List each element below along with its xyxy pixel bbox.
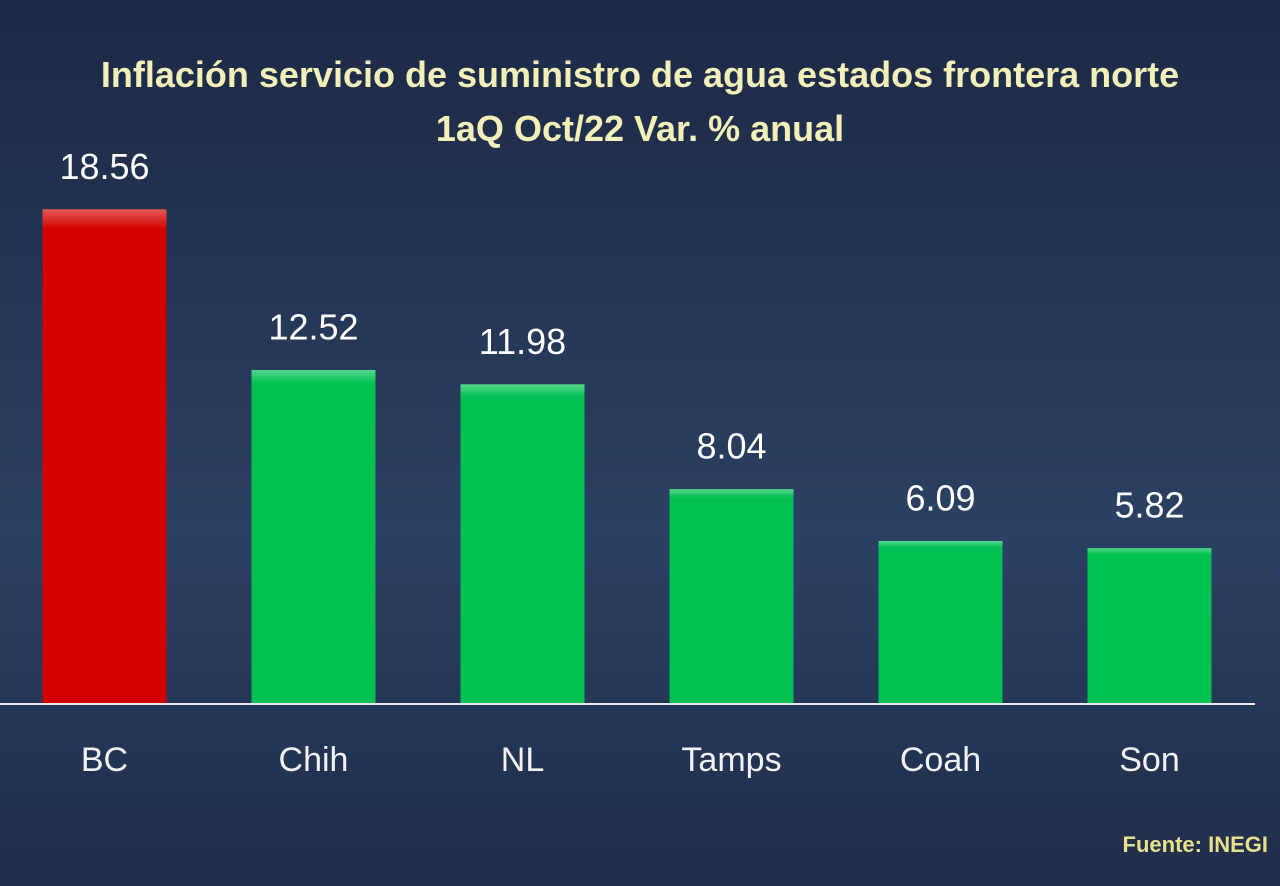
bar	[42, 209, 167, 703]
x-tick-label: Tamps	[681, 741, 781, 779]
value-label: 12.52	[268, 306, 358, 347]
x-tick-label: Chih	[279, 741, 349, 779]
value-label: 11.98	[479, 321, 566, 362]
x-tick-label: BC	[81, 741, 128, 779]
value-label: 5.82	[1114, 485, 1184, 526]
bar	[669, 489, 794, 703]
value-label: 6.09	[905, 478, 975, 519]
value-label: 8.04	[696, 426, 766, 467]
bar	[878, 541, 1003, 703]
bar	[251, 369, 376, 703]
bar	[1087, 548, 1212, 703]
value-label: 18.56	[59, 146, 149, 187]
x-tick-label: NL	[501, 741, 544, 779]
source-note: Fuente: INEGI	[1122, 832, 1268, 857]
bar	[460, 384, 585, 703]
x-tick-label: Coah	[900, 741, 981, 779]
chart-title: Inflación servicio de suministro de agua…	[100, 54, 1180, 149]
x-tick-label: Son	[1119, 741, 1180, 779]
